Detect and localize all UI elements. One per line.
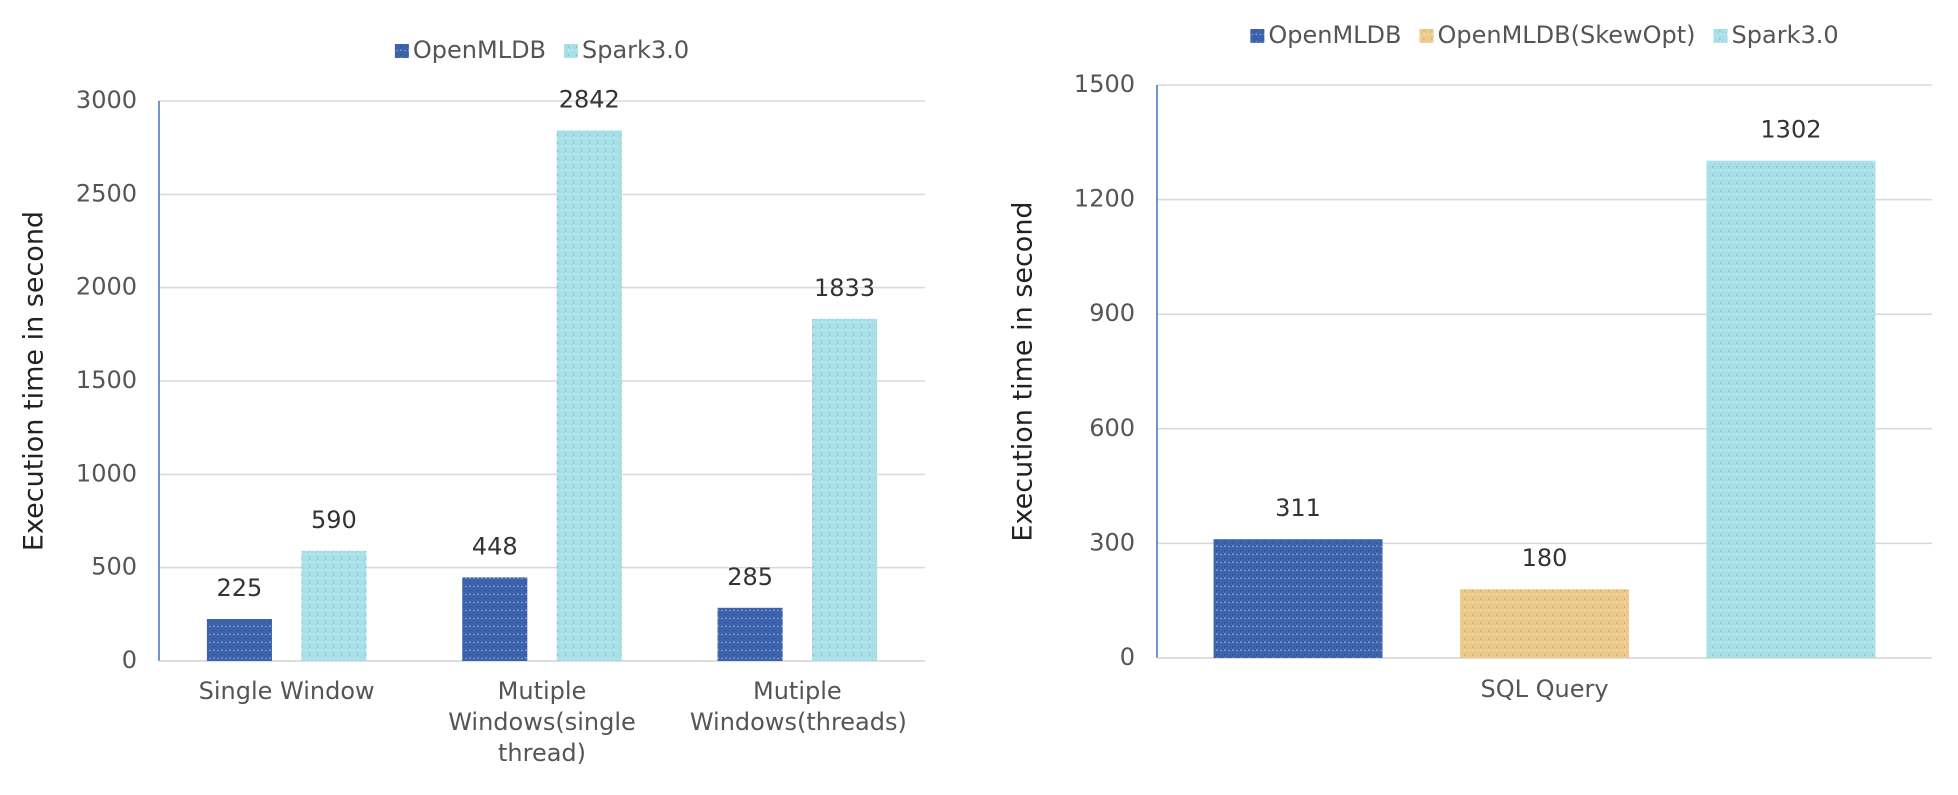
y-tick-label: 1500 [1074, 70, 1135, 98]
value-label: 1833 [814, 274, 875, 302]
legend-swatch [564, 44, 579, 58]
x-tick-label: Mutiple Windows(single thread) [448, 677, 636, 767]
y-tick-label: 0 [1120, 643, 1135, 671]
y-tick-label: 600 [1089, 414, 1135, 442]
bar [717, 607, 783, 661]
bar [812, 318, 878, 661]
legend-label: OpenMLDB(SkewOpt) [1437, 21, 1695, 49]
bar [206, 619, 272, 661]
y-tick-label: 900 [1089, 299, 1135, 327]
legend-swatch [1419, 29, 1434, 43]
value-label: 448 [472, 532, 518, 560]
value-label: 1302 [1760, 116, 1821, 144]
y-tick-label: 500 [91, 553, 137, 581]
y-tick-label: 1000 [76, 459, 137, 487]
value-label: 285 [727, 563, 773, 591]
bar [556, 130, 622, 661]
bar [1213, 539, 1383, 658]
value-label: 2842 [559, 85, 620, 113]
y-axis-label: Execution time in second [19, 211, 50, 551]
chart: 0 500 1000 1500 2000 2500 3000 Execution time i… [19, 36, 925, 674]
legend-label: Spark3.0 [1732, 21, 1839, 49]
legend: OpenMLDB Spark3.0 [394, 36, 689, 64]
y-tick-label: 0 [122, 646, 137, 674]
x-tick-label: Single Window [198, 677, 375, 705]
legend-label: OpenMLDB [1268, 21, 1401, 49]
y-tick-label: 1200 [1074, 185, 1135, 213]
value-label: 590 [311, 506, 357, 534]
y-tick-label: 1500 [76, 366, 137, 394]
y-tick-label: 3000 [76, 86, 137, 114]
legend-swatch [1713, 29, 1728, 43]
bar [301, 550, 367, 661]
y-axis-label: Execution time in second [1008, 201, 1039, 541]
y-tick-label: 300 [1089, 528, 1135, 556]
legend-swatch [1250, 29, 1265, 43]
value-label: 225 [217, 574, 263, 602]
legend-swatch [394, 44, 409, 58]
bar [1460, 589, 1629, 658]
chart: 0 300 600 900 1200 1500 Execution time in seco… [1008, 21, 1932, 671]
x-tick-label: Mutiple Windows(threads) [689, 677, 907, 736]
legend: OpenMLDB OpenMLDB(SkewOpt) Spark3.0 [1250, 21, 1839, 49]
x-tick-label: SQL Query [1480, 675, 1609, 703]
y-tick-label: 2500 [76, 179, 137, 207]
bar [462, 577, 528, 661]
legend-label: Spark3.0 [582, 36, 689, 64]
legend-label: OpenMLDB [413, 36, 546, 64]
bar [1706, 160, 1876, 659]
y-tick-label: 2000 [76, 273, 137, 301]
value-label: 180 [1522, 544, 1568, 572]
value-label: 311 [1275, 494, 1321, 522]
